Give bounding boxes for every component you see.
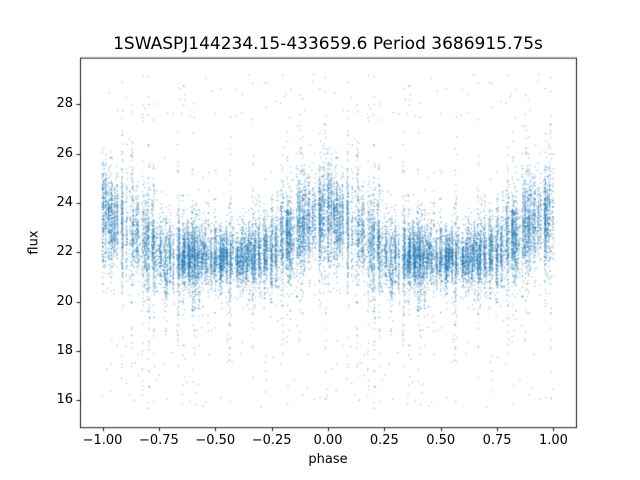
- y-tick-label: 16: [56, 392, 73, 408]
- x-tick-label: −0.75: [138, 433, 179, 448]
- y-tick-label: 26: [56, 145, 73, 161]
- x-tick-label: −0.25: [251, 433, 292, 448]
- x-tick-label: 0.00: [313, 433, 343, 448]
- chart-title: 1SWASPJ144234.15-433659.6 Period 3686915…: [113, 34, 543, 54]
- x-tick-label: −1.00: [82, 433, 123, 448]
- y-tick-label: 28: [56, 96, 73, 112]
- y-tick-label: 24: [56, 194, 73, 210]
- y-tick-label: 20: [56, 293, 73, 309]
- x-tick-label: 0.50: [426, 433, 456, 448]
- x-axis-label: phase: [308, 452, 348, 467]
- y-tick-label: 18: [56, 342, 73, 358]
- x-tick-label: −0.50: [195, 433, 236, 448]
- x-tick-label: 0.25: [369, 433, 399, 448]
- x-tick-label: 1.00: [538, 433, 568, 448]
- x-tick-label: 0.75: [482, 433, 512, 448]
- y-tick-label: 22: [56, 244, 73, 260]
